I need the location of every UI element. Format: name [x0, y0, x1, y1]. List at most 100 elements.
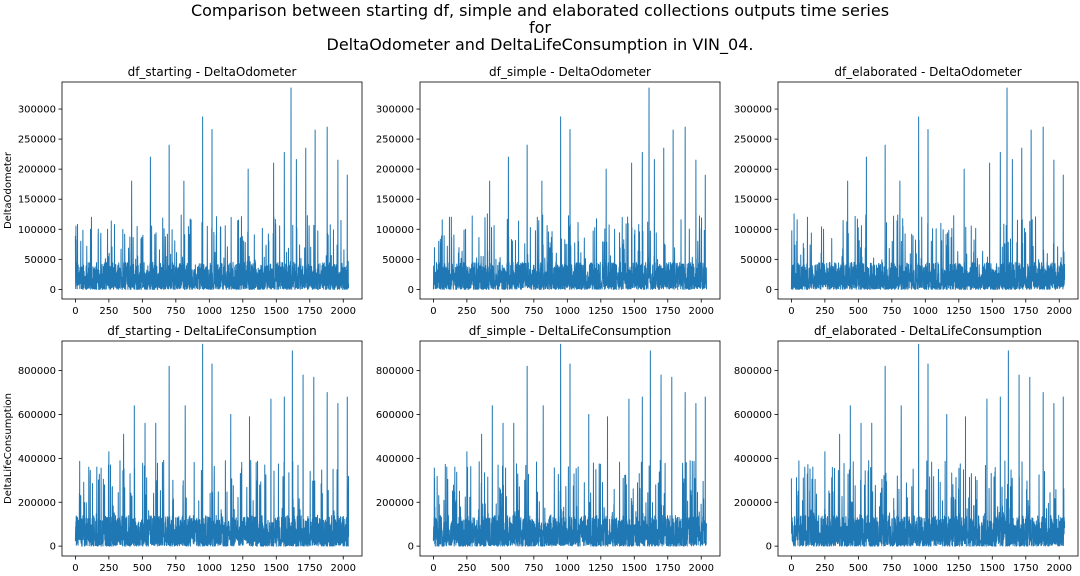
suptitle-line-1: Comparison between starting df, simple a…	[191, 1, 889, 20]
x-tick-label: 0	[72, 563, 78, 574]
series-line	[432, 343, 708, 547]
y-tick-label: 150000	[734, 195, 772, 206]
x-tick-label: 2000	[331, 563, 356, 574]
x-tick-label: 500	[491, 306, 510, 317]
axes-frame	[61, 81, 363, 300]
y-tick-label: 200000	[734, 165, 772, 176]
x-tick-label: 1250	[588, 563, 613, 574]
suptitle-line-3: DeltaOdometer and DeltaLifeConsumption i…	[327, 35, 754, 55]
y-tick-label: 250000	[18, 135, 56, 146]
x-tick-label: 0	[72, 306, 78, 317]
y-axis-label: DeltaOdometer	[3, 151, 14, 229]
y-tick-label: 600000	[734, 410, 772, 421]
series-line	[432, 87, 708, 290]
x-tick-label: 2000	[689, 563, 714, 574]
y-tick-label: 250000	[376, 135, 414, 146]
x-tick-label: 1750	[655, 306, 680, 317]
y-tick-label: 600000	[376, 410, 414, 421]
subplot-title: df_elaborated - DeltaLifeConsumption	[814, 324, 1042, 338]
y-tick-label: 50000	[24, 255, 56, 266]
x-tick-label: 1250	[230, 306, 255, 317]
y-axis-label: DeltaLifeConsumption	[3, 393, 14, 504]
x-tick-label: 750	[524, 563, 543, 574]
x-tick-label: 0	[788, 306, 794, 317]
subplot-title: df_simple - DeltaOdometer	[489, 65, 651, 79]
y-tick-label: 50000	[740, 255, 772, 266]
y-tick-label: 800000	[18, 366, 56, 377]
y-tick-label: 0	[766, 542, 772, 553]
x-tick-label: 0	[430, 563, 436, 574]
x-tick-label: 0	[788, 563, 794, 574]
y-tick-label: 100000	[376, 225, 414, 236]
y-tick-label: 800000	[734, 366, 772, 377]
subplot-4: df_starting - DeltaLifeConsumption 0 250 50…	[3, 324, 363, 574]
y-tick-label: 400000	[376, 454, 414, 465]
subplot-title: df_simple - DeltaLifeConsumption	[469, 324, 672, 338]
x-tick-label: 1500	[980, 563, 1005, 574]
x-tick-label: 750	[166, 563, 185, 574]
y-tick-label: 200000	[18, 165, 56, 176]
y-tick-label: 200000	[376, 165, 414, 176]
subplot-5: df_simple - DeltaLifeConsumption 0 250 500 7…	[376, 324, 721, 574]
subplot-title: df_starting - DeltaOdometer	[128, 65, 297, 79]
x-tick-label: 1500	[980, 306, 1005, 317]
x-tick-label: 1750	[297, 306, 322, 317]
x-tick-label: 1500	[264, 306, 289, 317]
x-tick-label: 1750	[297, 563, 322, 574]
x-tick-label: 1000	[555, 563, 580, 574]
x-tick-label: 1000	[555, 306, 580, 317]
subplot-2: df_simple - DeltaOdometer 0 250 500 750 1000 1…	[376, 65, 721, 317]
x-tick-label: 1750	[1013, 306, 1038, 317]
x-tick-label: 500	[849, 563, 868, 574]
y-tick-label: 0	[50, 285, 56, 296]
y-tick-label: 300000	[18, 105, 56, 116]
y-tick-label: 800000	[376, 366, 414, 377]
x-tick-label: 250	[457, 563, 476, 574]
x-tick-label: 2000	[331, 306, 356, 317]
x-tick-label: 1750	[1013, 563, 1038, 574]
y-tick-label: 100000	[18, 225, 56, 236]
x-tick-label: 750	[882, 563, 901, 574]
x-tick-label: 250	[815, 563, 834, 574]
x-tick-label: 750	[882, 306, 901, 317]
y-tick-label: 200000	[734, 498, 772, 509]
x-tick-label: 1000	[913, 563, 938, 574]
y-tick-label: 150000	[18, 195, 56, 206]
x-tick-label: 250	[99, 563, 118, 574]
x-tick-label: 2000	[689, 306, 714, 317]
x-tick-label: 1250	[230, 563, 255, 574]
y-tick-label: 0	[50, 542, 56, 553]
subplot-3: df_elaborated - DeltaOdometer 0 250 500 750 1…	[734, 65, 1079, 317]
series-line	[74, 343, 350, 547]
y-tick-label: 400000	[18, 454, 56, 465]
x-tick-label: 1250	[588, 306, 613, 317]
x-tick-label: 500	[133, 306, 152, 317]
x-tick-label: 2000	[1047, 306, 1072, 317]
x-tick-label: 250	[99, 306, 118, 317]
x-tick-label: 0	[430, 306, 436, 317]
x-tick-label: 1000	[913, 306, 938, 317]
y-tick-label: 400000	[734, 454, 772, 465]
y-tick-label: 0	[408, 542, 414, 553]
x-tick-label: 500	[849, 306, 868, 317]
subplot-grid: df_starting - DeltaOdometer 0 250 500 750 100…	[3, 65, 1079, 574]
y-tick-label: 50000	[382, 255, 414, 266]
series-line	[790, 343, 1066, 547]
x-tick-label: 750	[166, 306, 185, 317]
series-line	[790, 87, 1066, 290]
y-tick-label: 300000	[376, 105, 414, 116]
x-tick-label: 1250	[946, 306, 971, 317]
suptitle-line-2: for	[529, 18, 551, 37]
subplot-title: df_starting - DeltaLifeConsumption	[107, 324, 316, 338]
y-tick-label: 250000	[734, 135, 772, 146]
x-tick-label: 1500	[622, 563, 647, 574]
x-tick-label: 2000	[1047, 563, 1072, 574]
axes-frame	[419, 81, 721, 300]
axes-frame	[777, 340, 1079, 557]
y-tick-label: 600000	[18, 410, 56, 421]
y-tick-label: 150000	[376, 195, 414, 206]
x-tick-label: 1500	[264, 563, 289, 574]
y-tick-label: 100000	[734, 225, 772, 236]
axes-frame	[777, 81, 1079, 300]
